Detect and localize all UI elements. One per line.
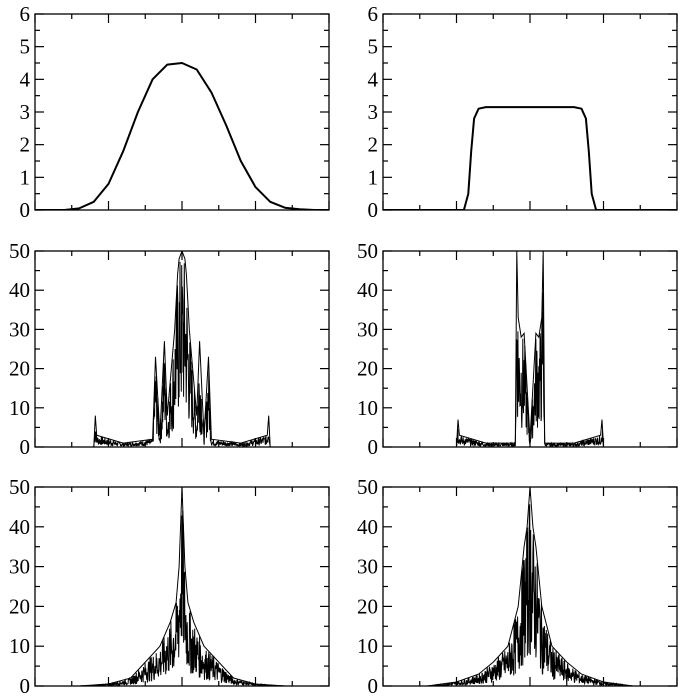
series-noise	[35, 510, 329, 686]
y-tick-label: 4	[20, 67, 31, 91]
y-tick-label: 3	[20, 100, 31, 124]
y-tick-label: 5	[20, 35, 31, 59]
y-tick-label: 0	[20, 674, 31, 697]
series-noise	[383, 504, 677, 686]
y-tick-label: 30	[357, 555, 378, 579]
y-tick-label: 10	[357, 396, 378, 420]
panel-middle-right: 0 10 20 30 40 50	[357, 239, 678, 459]
y-tick-label: 10	[357, 634, 378, 658]
series-line	[383, 106, 677, 210]
series-envelope	[427, 487, 633, 686]
axis-frame	[382, 13, 678, 211]
y-tick-label: 0	[368, 674, 379, 697]
y-tick-label: 50	[9, 239, 30, 263]
y-tick-label: 0	[368, 198, 379, 222]
panel-bottom-left: 0 10 20 30 40 50	[9, 475, 330, 697]
series-envelope	[79, 487, 285, 686]
series-noise	[35, 261, 329, 447]
y-tick-label: 2	[368, 133, 379, 157]
y-tick-label: 5	[368, 35, 379, 59]
y-tick-label: 10	[9, 634, 30, 658]
y-tick-label: 6	[20, 2, 31, 26]
series-envelope	[93, 251, 271, 447]
y-tick-label: 2	[20, 133, 31, 157]
y-tick-label: 30	[9, 555, 30, 579]
axis-frame	[382, 250, 678, 448]
y-tick-label: 0	[20, 435, 31, 459]
y-tick-label: 20	[9, 594, 30, 618]
y-tick-label: 3	[368, 100, 379, 124]
panel-middle-left: 0 10 20 30 40 50	[9, 239, 330, 459]
y-tick-label: 20	[9, 357, 30, 381]
series-noise	[383, 292, 677, 447]
y-tick-label: 50	[9, 475, 30, 499]
y-tick-label: 10	[9, 396, 30, 420]
y-tick-label: 30	[9, 317, 30, 341]
y-tick-label: 20	[357, 594, 378, 618]
y-tick-label: 0	[20, 198, 31, 222]
series-line	[35, 62, 329, 210]
y-tick-label: 0	[368, 435, 379, 459]
y-tick-label: 40	[9, 515, 30, 539]
y-tick-label: 50	[357, 239, 378, 263]
y-tick-label: 40	[9, 278, 30, 302]
y-tick-label: 4	[368, 67, 379, 91]
y-tick-label: 20	[357, 357, 378, 381]
y-tick-label: 30	[357, 317, 378, 341]
panel-bottom-right: 0 10 20 30 40 50	[357, 475, 678, 697]
y-tick-label: 40	[357, 278, 378, 302]
y-tick-label: 1	[20, 165, 31, 189]
panel-top-right: 0 1 2 3 4 5 6	[368, 2, 678, 222]
y-tick-label: 6	[368, 2, 379, 26]
panel-top-left: 0 1 2 3 4 5 6	[20, 2, 330, 222]
y-tick-label: 1	[368, 165, 379, 189]
y-tick-label: 50	[357, 475, 378, 499]
series-envelope	[456, 251, 604, 447]
y-tick-label: 40	[357, 515, 378, 539]
axis-frame	[34, 13, 330, 211]
